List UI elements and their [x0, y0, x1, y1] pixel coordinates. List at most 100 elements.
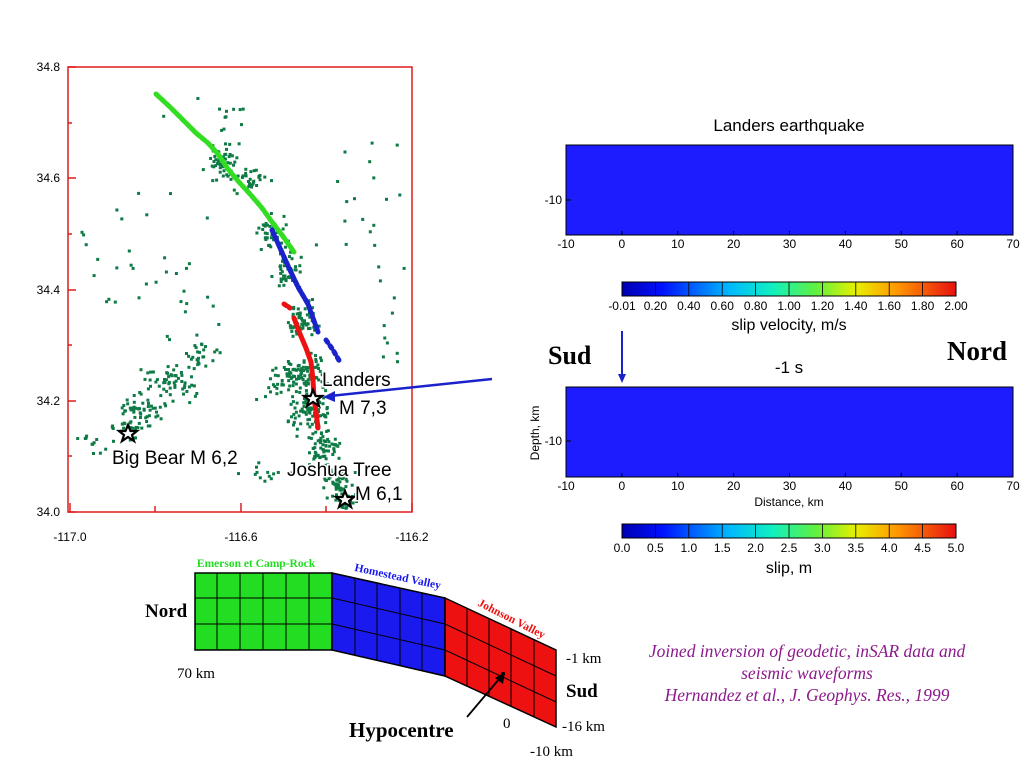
aftershock-point [324, 389, 328, 393]
aftershock-point [255, 398, 259, 401]
aftershock-point [308, 463, 311, 467]
aftershock-point [145, 415, 149, 419]
aftershock-point [304, 365, 308, 369]
aftershock-point [235, 156, 239, 160]
aftershock-point [259, 248, 263, 251]
aftershock-point [361, 217, 365, 221]
aftershock-point [205, 216, 209, 220]
aftershock-point [334, 487, 338, 491]
aftershock-point [282, 277, 286, 281]
aftershock-point [128, 406, 132, 410]
aftershock-point [111, 427, 115, 430]
aftershock-point [272, 383, 275, 387]
aftershock-point [264, 222, 268, 225]
aftershock-point [276, 374, 280, 378]
aftershock-point [318, 369, 322, 373]
aftershock-point [162, 114, 166, 118]
aftershock-point [288, 324, 292, 328]
aftershock-point [326, 437, 330, 441]
aftershock-point [216, 162, 219, 166]
aftershock-point [285, 372, 289, 376]
aftershock-point [141, 401, 145, 405]
aftershock-point [241, 107, 245, 111]
aftershock-point [120, 406, 124, 410]
x-tick-label: 20 [727, 237, 741, 251]
aftershock-point [139, 392, 143, 396]
aftershock-point [139, 368, 143, 372]
aftershock-point [167, 382, 171, 386]
aftershock-point [134, 425, 138, 429]
aftershock-point [131, 406, 135, 410]
aftershock-point [173, 385, 177, 389]
aftershock-point [220, 128, 224, 132]
aftershock-point [300, 367, 304, 371]
aftershock-point [146, 405, 150, 408]
aftershock-point [311, 414, 315, 418]
aftershock-point [148, 378, 152, 382]
aftershock-point [288, 370, 292, 374]
aftershock-point [324, 457, 328, 461]
aftershock-point [211, 179, 215, 183]
aftershock-point [251, 181, 255, 184]
depth-axis-label: Depth, km [528, 406, 542, 461]
aftershock-point [149, 404, 153, 408]
aftershock-point [190, 383, 194, 387]
aftershock-point [298, 390, 302, 394]
aftershock-point [164, 378, 168, 382]
aftershock-point [148, 408, 152, 412]
aftershock-point [165, 334, 169, 338]
aftershock-point [164, 404, 168, 408]
aftershock-point [214, 164, 218, 168]
aftershock-point [229, 177, 233, 181]
aftershock-point [194, 346, 198, 350]
aftershock-point [291, 384, 295, 388]
aftershock-point [287, 362, 291, 366]
aftershock-point [122, 426, 126, 430]
aftershock-point [168, 386, 172, 390]
aftershock-point [137, 191, 141, 195]
aftershock-point [146, 398, 150, 402]
aftershock-point [215, 178, 219, 182]
label-zero: 0 [503, 716, 511, 732]
aftershock-point [302, 404, 306, 408]
aftershock-point [298, 313, 302, 317]
aftershock-point [311, 298, 314, 301]
aftershock-point [169, 373, 173, 377]
aftershock-point [187, 354, 191, 358]
aftershock-point [287, 379, 291, 383]
map-label-landers: Landers [322, 370, 391, 391]
colorbar-tick-label: 0.60 [711, 299, 735, 313]
aftershock-point [327, 440, 331, 444]
aftershock-point [319, 464, 322, 468]
aftershock-point [157, 384, 161, 388]
aftershock-point [237, 142, 241, 146]
aftershock-point [151, 370, 155, 374]
aftershock-point [321, 447, 325, 451]
aftershock-point [183, 384, 187, 388]
aftershock-point [395, 143, 399, 147]
aftershock-point [264, 395, 267, 399]
aftershock-point [299, 369, 303, 373]
aftershock-point [175, 364, 179, 368]
bigbear-epicenter-star-icon [115, 422, 141, 444]
colorbar-slip-label: slip, m [766, 560, 812, 577]
aftershock-point [402, 266, 406, 270]
aftershock-point [158, 405, 162, 409]
aftershock-point [131, 266, 135, 270]
citation-line-1: Joined inversion of geodetic, inSAR data… [648, 641, 966, 661]
aftershock-point [209, 157, 213, 160]
aftershock-point [218, 351, 222, 355]
rupture-trace-blue [269, 227, 343, 365]
aftershock-point [80, 230, 84, 234]
aftershock-point [320, 373, 324, 377]
aftershock-point [149, 384, 152, 388]
aftershock-point [300, 376, 304, 380]
colorbar-slip-tick-labels: 0.0 0.5 1.0 1.5 2.0 2.5 3.0 3.5 4.0 4.5 5.0 [614, 541, 965, 555]
aftershock-point [316, 439, 320, 443]
aftershock-point [287, 275, 291, 279]
aftershock-point [142, 408, 146, 412]
aftershock-point [294, 410, 298, 414]
aftershock-point [343, 150, 347, 154]
aftershock-point [128, 438, 132, 442]
aftershock-point [120, 217, 124, 221]
